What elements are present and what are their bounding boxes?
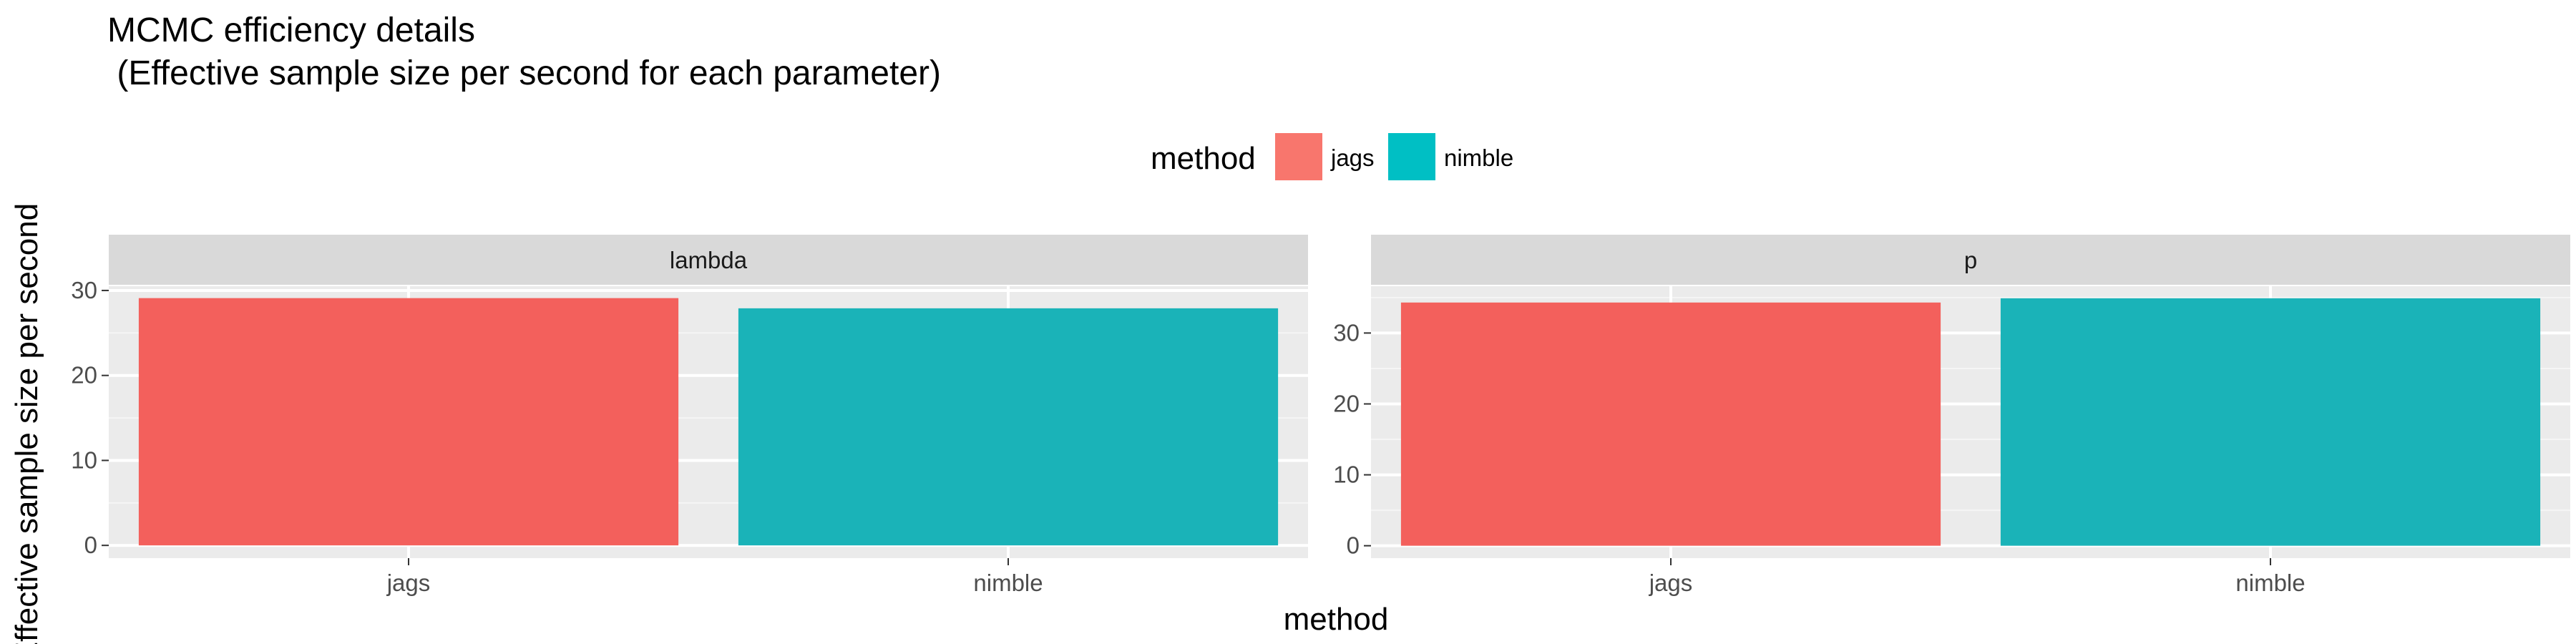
x-tick-label: nimble [973,570,1043,596]
facet-panel-lambda: lambda 0 10 20 30 jags nimble [71,235,1308,596]
facet-strip-label: p [1964,247,1977,273]
y-tick-label: 20 [71,362,97,389]
x-tick-label: nimble [2235,570,2305,596]
x-tick-label: jags [1649,570,1693,596]
y-tick-label: 30 [71,277,97,303]
legend-swatch-jags [1275,133,1322,180]
legend-swatch-nimble [1388,133,1435,180]
y-tick-label: 0 [84,532,97,558]
facet-panel-p: p 0 10 20 30 jags nimble [1333,235,2570,596]
bar-nimble [738,308,1279,546]
y-tick-label: 20 [1333,390,1360,416]
bar-jags [1400,302,1941,546]
legend-label-nimble: nimble [1444,145,1513,171]
chart-title-line-2: (Effective sample size per second for ea… [107,54,941,92]
y-tick-label: 30 [1333,319,1360,346]
chart-title-line-1: MCMC efficiency details [107,11,475,49]
facet-strip-label: lambda [670,247,748,273]
legend-label-jags: jags [1330,145,1375,171]
facet-strip [109,235,1308,285]
bar-nimble [2000,298,2541,546]
bar-jags [138,298,679,546]
legend: method jags nimble [1151,133,1513,180]
y-tick-label: 10 [71,447,97,473]
legend-title: method [1151,141,1256,176]
y-tick-label: 0 [1347,532,1360,559]
facets: lambda 0 10 20 30 jags nimble p 0 10 20 30 jags nimbl… [71,235,2570,596]
y-tick-label: 10 [1333,462,1360,488]
x-axis-title: method [1284,602,1389,637]
y-axis-title: Effective sample size per second [9,203,44,644]
x-tick-label: jags [386,570,431,596]
facet-strip [1371,235,2570,285]
